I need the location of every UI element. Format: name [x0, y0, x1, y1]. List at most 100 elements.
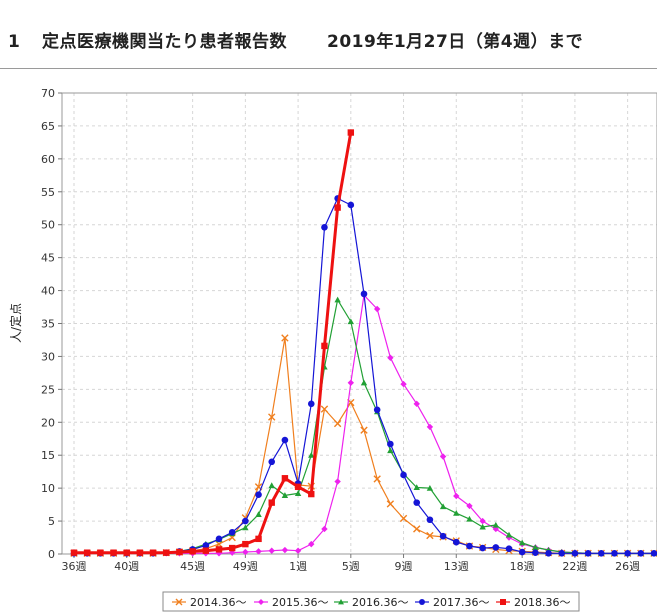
legend-item: 2015.36～: [254, 596, 329, 609]
data-point: [558, 550, 566, 557]
legend-label: 2014.36～: [190, 596, 247, 609]
data-point: [492, 544, 500, 551]
data-point: [149, 549, 157, 556]
y-tick-label: 45: [41, 252, 55, 265]
data-point: [268, 458, 276, 466]
data-point: [532, 544, 539, 550]
data-point: [83, 549, 91, 556]
legend: 2014.36～ 2015.36～ 2016.36～ 2017.36～ 2018.36～: [162, 591, 580, 612]
header-divider: [0, 68, 657, 69]
data-point: [215, 546, 223, 553]
data-point: [320, 405, 329, 413]
data-point: [413, 400, 420, 408]
data-point: [202, 542, 210, 549]
data-point: [545, 550, 552, 557]
data-point: [479, 517, 486, 525]
data-point: [347, 318, 355, 325]
data-point: [413, 499, 421, 506]
legend-swatch-marker: [175, 598, 183, 606]
data-point: [505, 545, 513, 553]
data-point: [439, 503, 447, 510]
data-point: [268, 482, 275, 489]
data-point: [386, 500, 395, 508]
data-point: [307, 400, 315, 408]
data-point: [373, 305, 381, 313]
series-line: [74, 299, 654, 554]
x-tick-label: 40週: [114, 560, 139, 573]
x-tick-label: 9週: [395, 560, 413, 573]
y-tick-label: 25: [41, 383, 55, 396]
data-point: [387, 354, 394, 361]
data-point: [453, 492, 460, 500]
y-tick-label: 70: [41, 87, 55, 100]
series-2015.36～: [70, 291, 657, 557]
data-point: [176, 548, 183, 556]
data-point: [294, 483, 302, 491]
y-tick-label: 60: [41, 153, 55, 166]
data-point: [492, 521, 500, 528]
x-tick-label: 49週: [233, 560, 258, 573]
series-layer: [70, 129, 657, 558]
data-point: [518, 539, 526, 546]
data-point: [308, 452, 315, 458]
data-point: [399, 514, 408, 523]
data-point: [400, 471, 407, 479]
legend-item: 2016.36～: [334, 596, 409, 609]
data-point: [413, 525, 421, 533]
data-point: [452, 538, 460, 546]
data-point: [281, 475, 289, 482]
legend-swatch-marker: [338, 599, 344, 605]
y-tick-label: 65: [41, 120, 55, 133]
data-point: [333, 419, 342, 428]
data-point: [624, 550, 631, 557]
data-point: [228, 528, 236, 536]
x-tick-label: 13週: [444, 560, 469, 573]
legend-box: [162, 591, 580, 612]
data-point: [426, 484, 434, 491]
data-point: [334, 296, 341, 303]
data-point: [584, 550, 592, 557]
y-tick-label: 5: [48, 515, 55, 528]
data-point: [242, 517, 249, 525]
data-point: [373, 406, 381, 414]
data-point: [466, 542, 473, 550]
series-line: [74, 197, 654, 554]
x-tick-label: 36週: [62, 560, 87, 573]
data-point: [360, 426, 368, 434]
data-point: [163, 549, 170, 556]
data-point: [97, 549, 104, 556]
y-tick-label: 55: [41, 186, 55, 199]
data-point: [453, 509, 460, 516]
data-point: [255, 535, 262, 543]
data-point: [334, 478, 341, 485]
data-point: [242, 524, 249, 531]
data-point: [466, 502, 473, 510]
x-tick-label: 1週: [289, 560, 307, 573]
y-tick-label: 20: [41, 416, 55, 429]
data-point: [70, 549, 78, 556]
data-point: [347, 129, 355, 136]
data-point: [571, 550, 579, 557]
y-tick-label: 40: [41, 285, 55, 298]
data-point: [255, 548, 262, 555]
x-axis-ticks: 36週 40週 45週 49週 1週 5週 9週 13週 18週 22週 26週: [62, 554, 640, 573]
data-point: [294, 490, 302, 496]
data-point: [334, 204, 341, 211]
legend-label: 2018.36～: [514, 596, 571, 609]
data-point: [505, 531, 513, 538]
x-tick-label: 26週: [615, 560, 640, 573]
report-title-row: 1 定点医療機関当たり患者報告数 2019年1月27日（第4週）まで: [8, 27, 583, 52]
data-point: [597, 550, 605, 557]
data-point: [373, 475, 381, 483]
series-2018.36～: [70, 129, 355, 556]
data-point: [518, 548, 526, 556]
influenza-chart: 0 5 10 15 20 25 30 35 40 45 50 55 60 65 70 36週 40週 45週 49…: [8, 87, 657, 612]
data-point: [242, 548, 249, 556]
legend-swatch-marker: [258, 599, 264, 605]
data-point: [426, 531, 434, 540]
data-point: [308, 490, 315, 498]
data-point: [347, 201, 355, 209]
data-point: [439, 532, 447, 540]
series-line: [74, 132, 353, 555]
data-point: [387, 447, 394, 454]
